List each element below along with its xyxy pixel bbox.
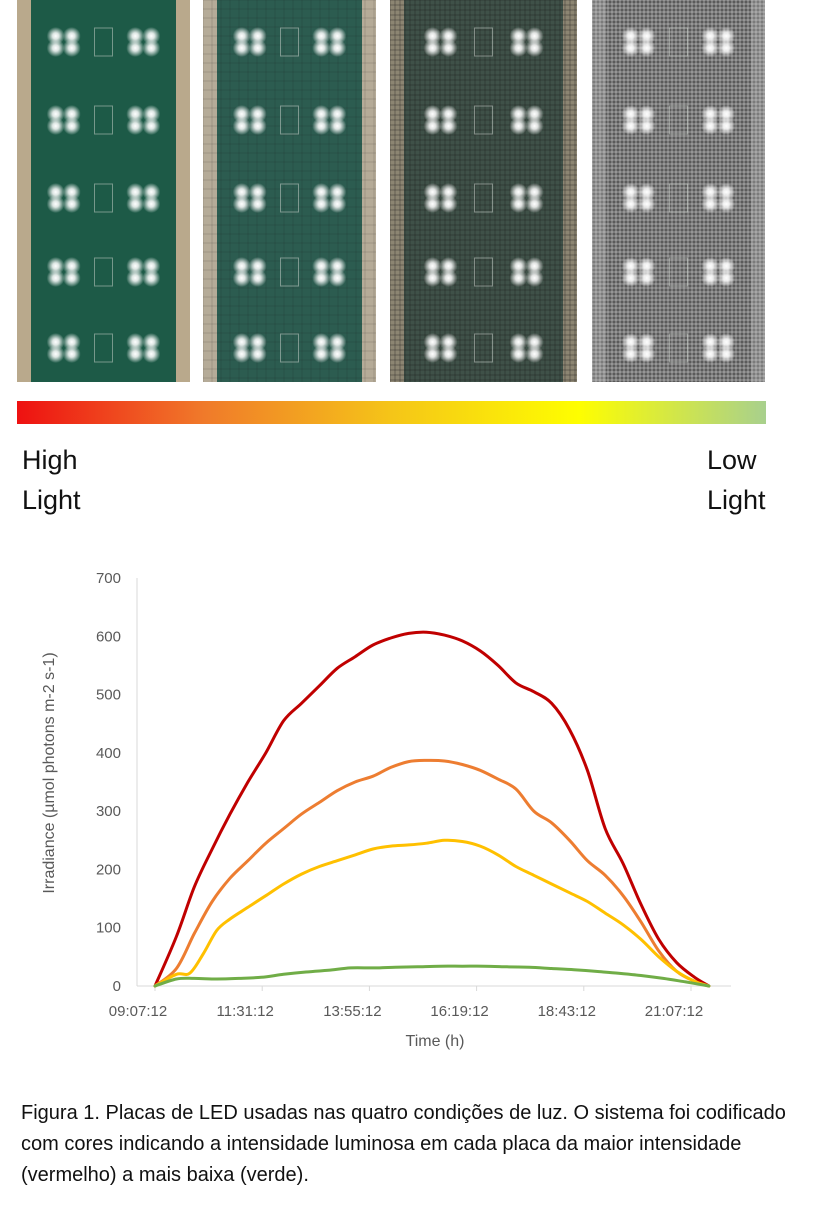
y-tick-label: 700 <box>96 570 121 587</box>
medium-low-light-panel <box>390 0 577 382</box>
y-tick-label: 500 <box>96 687 121 704</box>
series-line-yellow <box>153 838 711 988</box>
series-line-green <box>153 964 711 988</box>
y-tick-label: 200 <box>96 861 121 878</box>
led-panel-photos <box>0 0 832 385</box>
x-tick-label: 18:43:12 <box>538 1003 596 1020</box>
low-light-label: Low Light <box>707 445 766 515</box>
led-panel-photo-medium-high <box>203 0 376 382</box>
led-panel-photo-high <box>17 0 190 382</box>
chart-series <box>153 630 711 988</box>
x-axis-title: Time (h) <box>406 1033 465 1050</box>
medium-high-light-panel <box>203 0 376 382</box>
chart-axes: 0 100 200 300 400 500 600 700 09:07:12 11:31:12 13… <box>96 570 731 1020</box>
low-light-panel <box>592 0 765 382</box>
led-panel-photo-low <box>592 0 765 382</box>
figure-caption: Figura 1. Placas de LED usadas nas quatr… <box>21 1102 786 1186</box>
high-light-label: High Light <box>22 445 81 515</box>
x-tick-label: 21:07:12 <box>645 1003 703 1020</box>
light-intensity-gradient-bar <box>17 401 766 424</box>
led-panel-photo-medium-low <box>390 0 577 382</box>
y-tick-label: 300 <box>96 803 121 820</box>
y-tick-label: 400 <box>96 745 121 762</box>
y-tick-label: 0 <box>113 978 121 995</box>
y-tick-label: 100 <box>96 920 121 937</box>
y-tick-label: 600 <box>96 628 121 645</box>
irradiance-line-chart: 0 100 200 300 400 500 600 700 09:07:12 11:31:12 13… <box>41 570 731 1050</box>
x-tick-label: 09:07:12 <box>109 1003 167 1020</box>
high-light-panel <box>17 0 190 382</box>
x-tick-label: 16:19:12 <box>430 1003 488 1020</box>
series-line-red <box>153 630 711 988</box>
x-tick-label: 11:31:12 <box>217 1003 274 1020</box>
y-axis-title: Irradiance (µmol photons m-2 s-1) <box>41 652 58 893</box>
x-tick-label: 13:55:12 <box>323 1003 381 1020</box>
series-line-orange <box>153 758 711 988</box>
